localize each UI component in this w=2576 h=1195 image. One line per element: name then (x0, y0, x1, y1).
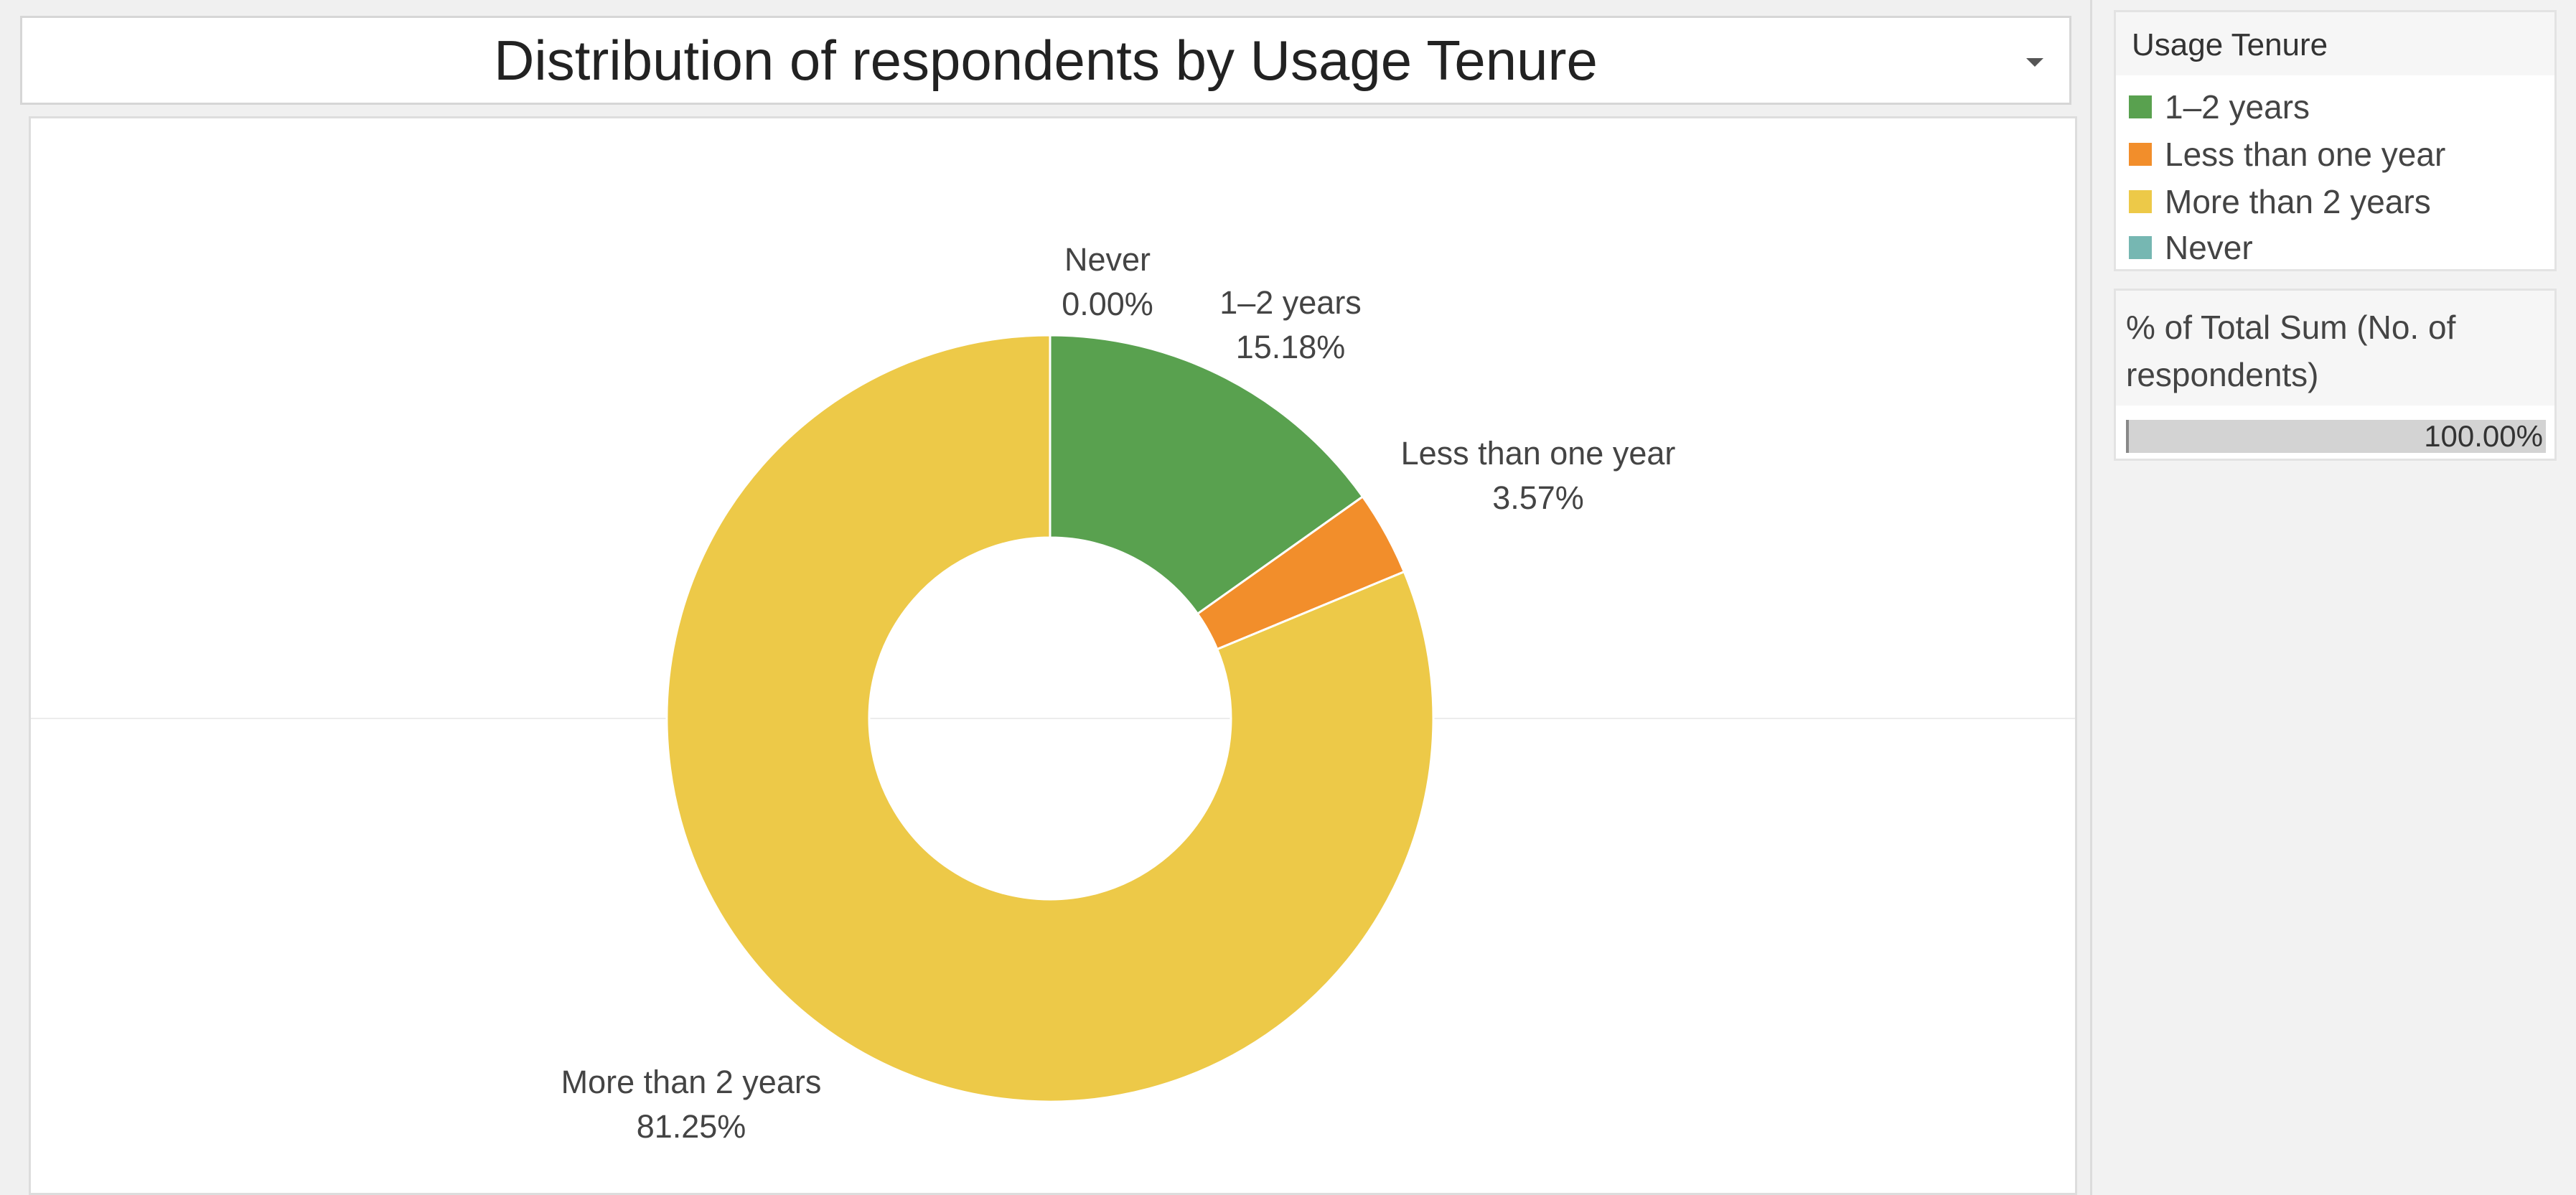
chart-title-box: Distribution of respondents by Usage Ten… (20, 16, 2071, 105)
chart-title: Distribution of respondents by Usage Ten… (494, 28, 1598, 92)
legend-label: More than 2 years (2165, 183, 2431, 220)
slice-value-label: 3.57% (1492, 479, 1584, 516)
legend-label: Never (2165, 229, 2253, 266)
plot-area: 1–2 years 15.18% Less than one year 3.57% Mo… (29, 116, 2077, 1195)
pie-slice-1-2-years[interactable] (1049, 334, 1364, 616)
legend-swatch (2129, 143, 2152, 166)
slice-label: Less than one year (1401, 435, 1676, 472)
legend-panel: Usage Tenure 1–2 years Less than one yea… (2090, 0, 2576, 1195)
color-legend: Usage Tenure 1–2 years Less than one yea… (2114, 10, 2557, 271)
legend-item-less-than-one-year[interactable]: Less than one year (2129, 131, 2445, 177)
legend-item-1-2-years[interactable]: 1–2 years (2129, 84, 2310, 130)
legend-item-never[interactable]: Never (2129, 225, 2253, 271)
slice-label: 1–2 years (1219, 284, 1362, 321)
measure-title: % of Total Sum (No. of respondents) (2116, 291, 2554, 406)
pie-slice-more-than-2-years[interactable] (665, 334, 1435, 1103)
legend-title: Usage Tenure (2116, 12, 2554, 75)
donut-chart: 1–2 years 15.18% Less than one year 3.57% Mo… (31, 241, 2075, 1145)
slice-label: Never (1064, 241, 1151, 278)
measure-legend: % of Total Sum (No. of respondents) 100.… (2114, 289, 2557, 461)
measure-value: 100.00% (2424, 419, 2543, 453)
legend-swatch (2129, 236, 2152, 259)
legend-item-more-than-2-years[interactable]: More than 2 years (2129, 179, 2431, 225)
slice-value-label: 15.18% (1236, 329, 1346, 365)
legend-swatch (2129, 95, 2152, 118)
slice-label: More than 2 years (561, 1064, 822, 1100)
legend-swatch (2129, 190, 2152, 213)
slice-value-label: 0.00% (1062, 286, 1153, 322)
dropdown-caret-icon[interactable] (2026, 58, 2043, 67)
measure-bar: 100.00% (2126, 420, 2546, 453)
chart-panel: Distribution of respondents by Usage Ten… (0, 0, 2090, 1195)
slice-value-label: 81.25% (637, 1108, 746, 1145)
legend-label: Less than one year (2165, 136, 2446, 173)
measure-tick (2126, 420, 2129, 453)
legend-label: 1–2 years (2165, 88, 2310, 126)
